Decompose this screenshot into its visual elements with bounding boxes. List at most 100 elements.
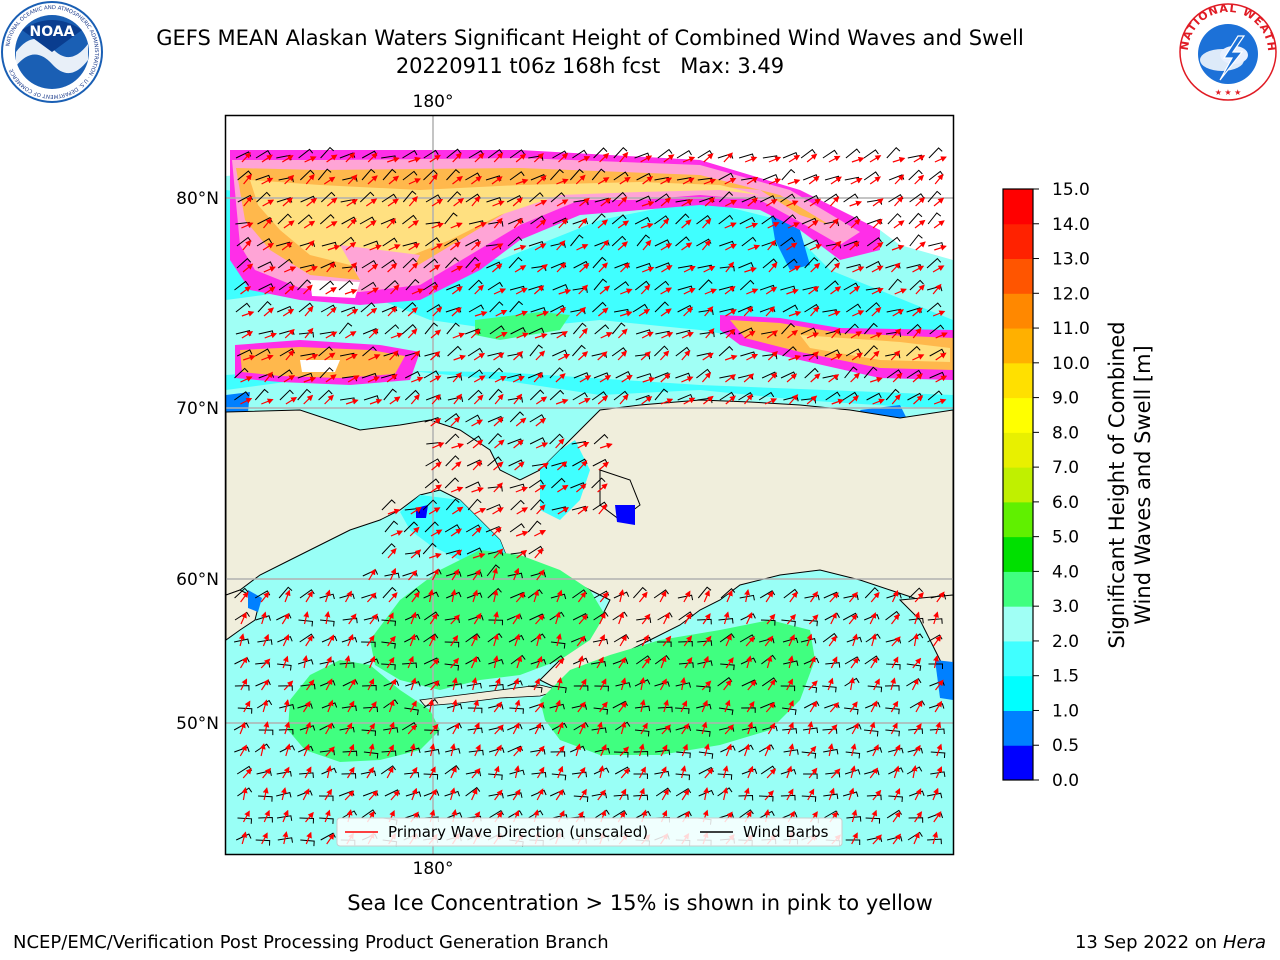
wave-direction-arrow [367,152,378,163]
colorbar-tick-label: 12.0 [1052,284,1090,304]
wind-barb [404,635,420,643]
wave-direction-arrow [638,743,645,757]
wave-direction-arrow [684,612,692,625]
wave-direction-arrow [579,722,586,735]
wave-direction-arrow [659,350,670,361]
wind-barb [803,239,820,247]
wind-barb [384,324,400,335]
legend-wave-label: Primary Wave Direction (unscaled) [388,823,648,841]
wave-direction-arrow [680,677,687,691]
wind-barb [255,348,271,357]
wave-direction-arrow [304,305,314,317]
wind-barb [907,747,923,754]
wave-direction-arrow [386,218,396,229]
colorbar-swatch [1003,189,1033,225]
wave-direction-arrow [556,240,566,251]
wind-barb [445,433,460,445]
wave-direction-arrow [451,286,463,295]
wind-barb [612,611,628,621]
wave-direction-arrow [850,218,861,229]
wave-direction-arrow [640,722,648,735]
wave-direction-arrow [579,262,590,273]
wind-barb [297,388,312,401]
wind-barb [507,572,523,579]
wave-direction-arrow [725,743,732,757]
wind-barb [863,345,878,357]
wave-direction-arrow [725,243,737,251]
wave-direction-arrow [473,699,479,713]
wave-direction-arrow [872,218,883,229]
wave-direction-arrow [515,178,529,185]
wave-direction-arrow [284,174,295,185]
wind-barb [360,770,377,777]
wave-direction-arrow [788,394,799,405]
wind-barb [718,191,734,203]
wind-barb [654,388,669,401]
wind-barb [300,683,316,690]
wind-barb [844,366,858,379]
wave-direction-arrow [787,222,800,229]
wave-direction-arrow [305,173,315,185]
colorbar-tick-label: 4.0 [1052,562,1079,582]
wave-direction-arrow [241,222,254,229]
wind-barb [657,148,673,159]
wave-direction-arrow [262,699,269,713]
sea-ice-note: Sea Ice Concentration > 15% is shown in … [347,891,933,915]
wave-direction-arrow [368,701,377,713]
wave-direction-arrow [325,678,333,691]
wind-barb [633,750,649,757]
wave-direction-arrow [788,310,802,317]
wave-direction-arrow [618,589,625,603]
wave-direction-arrow [494,677,501,691]
wave-direction-arrow [743,306,754,317]
wave-direction-arrow [243,173,252,185]
wave-direction-arrow [724,699,731,713]
wave-direction-arrow [450,416,461,427]
wind-barb [611,214,627,225]
wave-direction-arrow [493,288,507,295]
wave-direction-arrow [411,288,425,295]
wind-barb [381,641,396,649]
wind-barb [782,304,799,313]
wave-direction-arrow [681,349,691,361]
wave-direction-arrow [386,766,394,779]
wind-barb [654,770,670,777]
wave-direction-arrow [683,266,696,273]
wind-barb [928,703,945,709]
wave-direction-arrow [324,352,336,361]
wave-direction-arrow [239,656,248,669]
wave-direction-arrow [513,393,523,405]
wind-barb [615,371,631,379]
wind-barb [803,619,818,627]
wind-barb [361,729,377,737]
wave-direction-arrow [260,611,267,625]
wind-barb [906,678,922,687]
wave-direction-arrow [724,285,736,295]
wave-direction-arrow [850,765,856,779]
wave-direction-arrow [452,175,463,185]
wave-direction-arrow [449,743,456,757]
wave-direction-arrow [348,743,355,757]
wind-barb [738,744,754,753]
wind-barb [654,301,669,313]
wind-barb [908,633,924,643]
wave-direction-arrow [683,590,691,603]
wave-direction-arrow [432,442,445,449]
wave-direction-arrow [243,195,253,207]
wave-direction-arrow [238,633,245,647]
wave-direction-arrow [767,722,776,735]
wind-barb [467,727,483,734]
wave-direction-arrow [596,721,603,735]
wave-direction-arrow [431,198,444,207]
wave-direction-arrow [787,655,794,669]
wave-direction-arrow [788,354,802,361]
wave-direction-arrow [368,743,375,757]
wind-barb [404,707,419,716]
wave-direction-arrow [345,398,359,405]
wind-barb [361,260,377,269]
wave-direction-arrow [766,655,773,669]
wave-direction-arrow [263,721,270,735]
wave-direction-arrow [282,766,290,779]
wave-direction-arrow [704,288,718,295]
wind-barb [825,391,841,401]
